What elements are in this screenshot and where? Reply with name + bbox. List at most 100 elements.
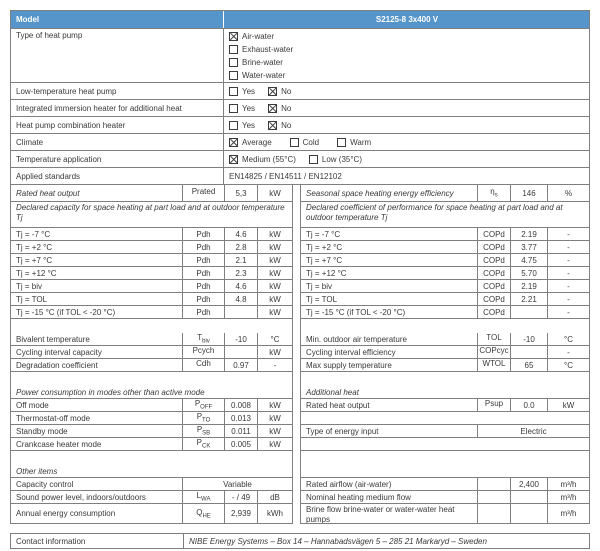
row-label: Crankcase heater mode bbox=[10, 438, 183, 451]
value-cell: 146 bbox=[511, 185, 548, 202]
declared-cop-header: Declared coefficient of performance for … bbox=[300, 202, 590, 228]
checkbox-yes: Yes bbox=[229, 120, 256, 130]
unit-cell: kWh bbox=[258, 504, 293, 524]
value-cell: 0.0 bbox=[511, 399, 548, 412]
empty-cell bbox=[300, 438, 590, 451]
unit-cell: m³/h bbox=[548, 504, 590, 524]
value-cell: 0.005 bbox=[225, 438, 258, 451]
symbol-cell: Prated bbox=[183, 185, 225, 202]
unit-cell: kW bbox=[258, 228, 293, 241]
checkbox-low: Low (35°C) bbox=[308, 154, 362, 164]
temperature-application-options: Medium (55°C) Low (35°C) bbox=[224, 151, 589, 167]
symbol-cell: COPd bbox=[478, 280, 511, 293]
symbol-cell: Psup bbox=[478, 399, 511, 412]
symbol-cell: COPd bbox=[478, 306, 511, 319]
checkbox-label: Warm bbox=[350, 137, 372, 147]
symbol-cell: PSB bbox=[183, 425, 225, 438]
row-label: Tj = biv bbox=[10, 280, 183, 293]
value-cell: 2,939 bbox=[225, 504, 258, 524]
unit-cell: kW bbox=[258, 306, 293, 319]
empty-cell bbox=[300, 465, 590, 478]
checkbox-icon bbox=[229, 57, 238, 67]
general-info-table: Model S2125-8 3x400 V Type of heat pump … bbox=[10, 10, 590, 185]
row-label: Tj = +2 °C bbox=[300, 241, 478, 254]
row-label: Low-temperature heat pump bbox=[11, 83, 224, 99]
checkbox-label: No bbox=[281, 120, 292, 130]
value-cell: 2.8 bbox=[225, 241, 258, 254]
checkbox-average: Average bbox=[229, 137, 272, 147]
unit-cell: kW bbox=[258, 346, 293, 359]
symbol-cell: Pdh bbox=[183, 306, 225, 319]
checkbox-icon bbox=[229, 103, 238, 113]
symbol-cell: Pdh bbox=[183, 241, 225, 254]
row-label: Tj = TOL bbox=[10, 293, 183, 306]
row-label: Tj = +12 °C bbox=[10, 267, 183, 280]
row-label: Tj = +2 °C bbox=[10, 241, 183, 254]
checkbox-exhaust-water: Exhaust-water bbox=[229, 43, 293, 56]
unit-cell: - bbox=[548, 306, 590, 319]
checkbox-icon bbox=[268, 86, 278, 96]
value-cell bbox=[511, 504, 548, 524]
row-label: Thermostat-off mode bbox=[10, 412, 183, 425]
model-value: S2125-8 3x400 V bbox=[375, 15, 439, 24]
unit-cell: kW bbox=[258, 280, 293, 293]
unit-cell: kW bbox=[258, 412, 293, 425]
symbol-cell: COPd bbox=[478, 254, 511, 267]
symbol-cell bbox=[478, 504, 511, 524]
climate-options: Average Cold Warm bbox=[224, 134, 589, 150]
unit-cell: - bbox=[548, 254, 590, 267]
climate-row: Climate Average Cold Warm bbox=[11, 133, 589, 150]
checkbox-label: Air-water bbox=[242, 31, 275, 41]
checkbox-label: Yes bbox=[242, 120, 256, 130]
symbol-cell: Pdh bbox=[183, 228, 225, 241]
unit-cell: - bbox=[548, 228, 590, 241]
row-label: Capacity control bbox=[10, 478, 183, 491]
section-gap bbox=[10, 451, 590, 465]
checkbox-no: No bbox=[268, 86, 291, 96]
value-cell bbox=[225, 346, 258, 359]
crankcase-row: Crankcase heater mode PCK 0.005 kW bbox=[10, 438, 590, 451]
performance-tables: Rated heat output Prated 5,3 kW Seasonal… bbox=[10, 185, 590, 524]
symbol-cell: TOL bbox=[478, 333, 511, 346]
tj-row: Tj = TOL Pdh 4.8 kW Tj = TOL COPd 2.21 - bbox=[10, 293, 590, 306]
unit-cell: m³/h bbox=[548, 478, 590, 491]
symbol-cell: POFF bbox=[183, 399, 225, 412]
value-cell: 0.97 bbox=[225, 359, 258, 372]
unit-cell: kW bbox=[258, 241, 293, 254]
symbol-cell: LWA bbox=[183, 491, 225, 504]
row-label: Cycling interval efficiency bbox=[300, 346, 478, 359]
checkbox-label: Average bbox=[242, 137, 272, 147]
unit-cell: kW bbox=[258, 399, 293, 412]
tj-row: Tj = +7 °C Pdh 2.1 kW Tj = +7 °C COPd 4.… bbox=[10, 254, 590, 267]
checkbox-icon bbox=[229, 86, 238, 96]
checkbox-label: Exhaust-water bbox=[242, 44, 294, 54]
checkbox-icon bbox=[289, 137, 299, 147]
value-cell bbox=[511, 346, 548, 359]
checkbox-no: No bbox=[268, 103, 291, 113]
value-cell: 3.77 bbox=[511, 241, 548, 254]
symbol-cell: COPd bbox=[478, 293, 511, 306]
symbol-cell bbox=[478, 491, 511, 504]
value-cell: 4.6 bbox=[225, 280, 258, 293]
value-cell: 4.6 bbox=[225, 228, 258, 241]
temperature-application-row: Temperature application Medium (55°C) Lo… bbox=[11, 150, 589, 167]
row-label: Annual energy consumption bbox=[10, 504, 183, 524]
declared-capacity-header: Declared capacity for space heating at p… bbox=[10, 202, 293, 228]
power-modes-header: Power consumption in modes other than ac… bbox=[10, 386, 293, 399]
temperature-application-label: Temperature application bbox=[11, 151, 224, 167]
rated-output-row: Rated heat output Prated 5,3 kW Seasonal… bbox=[10, 185, 590, 202]
symbol-cell: Pdh bbox=[183, 293, 225, 306]
symbol-cell: Pdh bbox=[183, 254, 225, 267]
symbol-cell: Pdh bbox=[183, 280, 225, 293]
empty-cell bbox=[300, 412, 590, 425]
value-cell: 0.011 bbox=[225, 425, 258, 438]
row-label: Sound power level, indoors/outdoors bbox=[10, 491, 183, 504]
row-label: Nominal heating medium flow bbox=[300, 491, 478, 504]
contact-row: Contact information NIBE Energy Systems … bbox=[10, 533, 590, 549]
unit-cell: - bbox=[548, 241, 590, 254]
checkbox-icon bbox=[229, 120, 238, 130]
checkbox-label: Yes bbox=[242, 86, 256, 96]
row-label: Rated heat output bbox=[300, 399, 478, 412]
tj-row: Tj = +2 °C Pdh 2.8 kW Tj = +2 °C COPd 3.… bbox=[10, 241, 590, 254]
checkbox-brine-water: Brine-water bbox=[229, 56, 283, 69]
